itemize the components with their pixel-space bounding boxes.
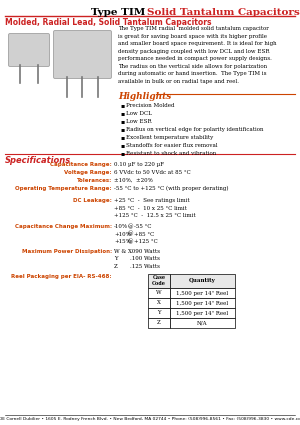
Bar	[148, 308, 170, 318]
Text: and smaller board space requirement. It is ideal for high: and smaller board space requirement. It …	[118, 41, 277, 46]
FancyBboxPatch shape	[8, 34, 50, 66]
Text: 0.10 µF to 220 µF: 0.10 µF to 220 µF	[114, 162, 164, 167]
Text: @: @	[128, 224, 134, 229]
Text: density packaging coupled with low DCL and low ESR: density packaging coupled with low DCL a…	[118, 48, 269, 54]
Text: during automatic or hand insertion.  The Type TIM is: during automatic or hand insertion. The …	[118, 71, 266, 76]
Text: ▪: ▪	[120, 103, 124, 108]
Text: +125 °C  -  12.5 x 25 °C limit: +125 °C - 12.5 x 25 °C limit	[114, 213, 196, 218]
Text: Capacitance Range:: Capacitance Range:	[50, 162, 112, 167]
Text: W: W	[156, 291, 162, 295]
Text: Quantity: Quantity	[189, 278, 216, 283]
Text: -10%: -10%	[114, 224, 128, 229]
Text: W & X: W & X	[114, 249, 132, 254]
Text: Standoffs for easier flux removal: Standoffs for easier flux removal	[126, 143, 218, 148]
Text: +15%: +15%	[114, 239, 131, 244]
Bar	[170, 274, 235, 288]
FancyBboxPatch shape	[53, 31, 112, 79]
Text: .125 Watts: .125 Watts	[130, 264, 160, 269]
Text: +125 °C: +125 °C	[134, 239, 158, 244]
Text: Low DCL: Low DCL	[126, 111, 152, 116]
Text: Y: Y	[157, 311, 161, 315]
Text: Reel Packaging per EIA- RS-468:: Reel Packaging per EIA- RS-468:	[11, 274, 112, 279]
Text: Low ESR: Low ESR	[126, 119, 152, 124]
Text: 1,500 per 14" Reel: 1,500 per 14" Reel	[176, 291, 229, 295]
Text: ▪: ▪	[120, 127, 124, 132]
Text: ▪: ▪	[120, 135, 124, 140]
Text: @: @	[128, 232, 134, 237]
Text: Y: Y	[114, 257, 118, 261]
Bar	[148, 318, 170, 328]
Bar	[170, 318, 235, 328]
Text: ▪: ▪	[120, 143, 124, 148]
Text: Case
Code: Case Code	[152, 275, 166, 286]
Bar	[148, 288, 170, 298]
Text: DC Leakage:: DC Leakage:	[73, 198, 112, 203]
Bar	[148, 298, 170, 308]
Bar	[170, 288, 235, 298]
Text: Solid Tantalum Capacitors: Solid Tantalum Capacitors	[147, 8, 300, 17]
Text: +10%: +10%	[114, 232, 131, 236]
Bar	[170, 298, 235, 308]
Text: +85 °C: +85 °C	[134, 232, 154, 236]
Text: -55 °C to +125 °C (with proper derating): -55 °C to +125 °C (with proper derating)	[114, 186, 229, 191]
Text: X: X	[157, 300, 161, 306]
Text: ▪: ▪	[120, 111, 124, 116]
Text: Radius on vertical edge for polarity identification: Radius on vertical edge for polarity ide…	[126, 127, 263, 132]
Text: Operating Temperature Range:: Operating Temperature Range:	[15, 186, 112, 191]
Text: Tolerances:: Tolerances:	[76, 178, 112, 183]
Text: CDE Cornell Dubilier • 1605 E. Rodney French Blvd. • New Bedford, MA 02744 • Pho: CDE Cornell Dubilier • 1605 E. Rodney Fr…	[0, 417, 300, 421]
Text: +25 °C  -  See ratings limit: +25 °C - See ratings limit	[114, 198, 190, 203]
Text: +85 °C  -  10 x 25 °C limit: +85 °C - 10 x 25 °C limit	[114, 206, 187, 210]
Text: available in bulk or on radial tape and reel.: available in bulk or on radial tape and …	[118, 79, 239, 83]
Text: Excellent temperature stability: Excellent temperature stability	[126, 135, 213, 140]
Text: Molded, Radial Lead, Solid Tantalum Capacitors: Molded, Radial Lead, Solid Tantalum Capa…	[5, 18, 211, 27]
Text: Z: Z	[114, 264, 118, 269]
Text: Capacitance Change Maximum:: Capacitance Change Maximum:	[15, 224, 112, 229]
Text: Precision Molded: Precision Molded	[126, 103, 175, 108]
Text: Voltage Range:: Voltage Range:	[64, 170, 112, 175]
Text: ▪: ▪	[120, 151, 124, 156]
Bar	[170, 308, 235, 318]
Text: N/A: N/A	[197, 320, 208, 326]
Text: 1,500 per 14" Reel: 1,500 per 14" Reel	[176, 300, 229, 306]
Text: .090 Watts: .090 Watts	[130, 249, 160, 254]
Text: Type TIM: Type TIM	[91, 8, 145, 17]
Text: ±10%,  ±20%: ±10%, ±20%	[114, 178, 153, 183]
Text: 6 VVdc to 50 VVdc at 85 °C: 6 VVdc to 50 VVdc at 85 °C	[114, 170, 191, 175]
Text: The radius on the vertical side allows for polarization: The radius on the vertical side allows f…	[118, 63, 267, 68]
Text: performance needed in compact power supply designs.: performance needed in compact power supp…	[118, 56, 272, 61]
Text: ▪: ▪	[120, 119, 124, 124]
Text: 1,500 per 14" Reel: 1,500 per 14" Reel	[176, 311, 229, 315]
Text: The Type TIM radial  molded solid tantalum capacitor: The Type TIM radial molded solid tantalu…	[118, 26, 269, 31]
Text: is great for saving board space with its higher profile: is great for saving board space with its…	[118, 34, 267, 39]
Text: Z: Z	[157, 320, 161, 326]
Text: Maximum Power Dissipation:: Maximum Power Dissipation:	[22, 249, 112, 254]
Text: @: @	[128, 239, 134, 244]
Text: .100 Watts: .100 Watts	[130, 257, 160, 261]
Text: Resistant to shock and vibration: Resistant to shock and vibration	[126, 151, 216, 156]
Text: -55 °C: -55 °C	[134, 224, 152, 229]
Text: Specifications: Specifications	[5, 156, 71, 165]
Bar	[148, 274, 170, 288]
Text: Highlights: Highlights	[118, 92, 171, 101]
